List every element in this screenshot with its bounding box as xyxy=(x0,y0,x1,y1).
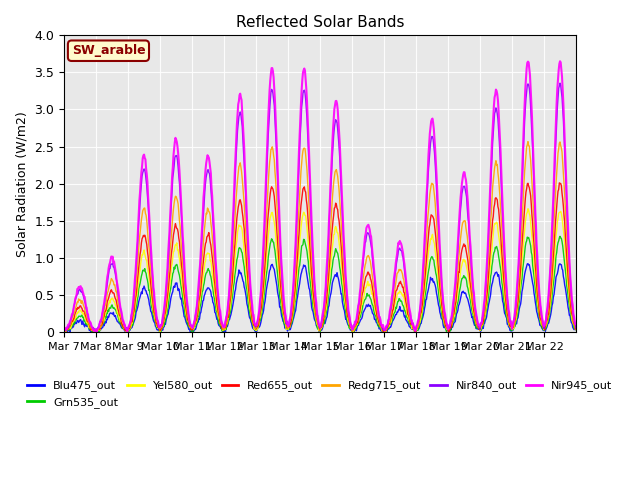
Y-axis label: Solar Radiation (W/m2): Solar Radiation (W/m2) xyxy=(16,111,29,256)
Legend: Blu475_out, Grn535_out, Yel580_out, Red655_out, Redg715_out, Nir840_out, Nir945_: Blu475_out, Grn535_out, Yel580_out, Red6… xyxy=(23,376,617,412)
Title: Reflected Solar Bands: Reflected Solar Bands xyxy=(236,15,404,30)
Text: SW_arable: SW_arable xyxy=(72,44,145,57)
